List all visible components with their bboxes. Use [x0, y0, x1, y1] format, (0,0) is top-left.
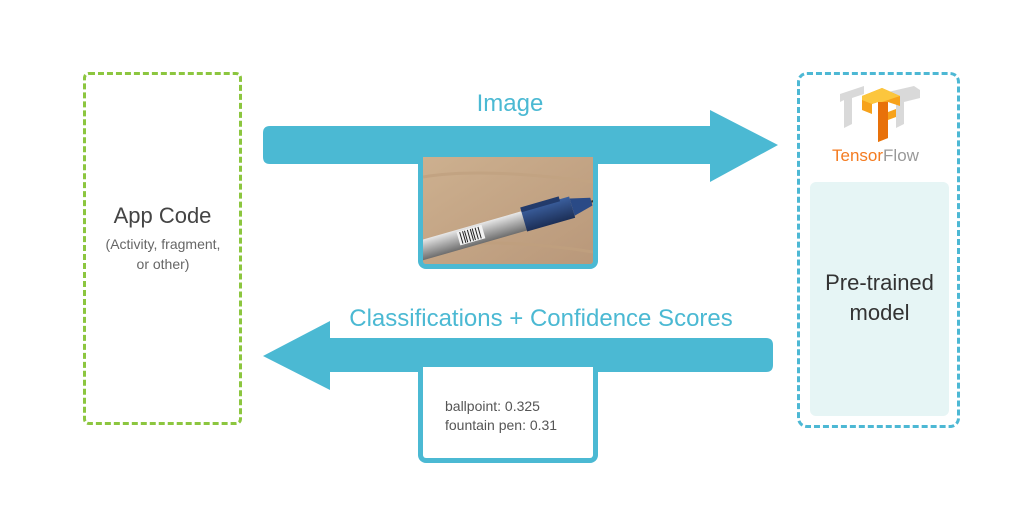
pen-photo [423, 157, 593, 264]
result-fountain-pen: fountain pen: 0.31 [445, 417, 558, 433]
image-arrow [263, 110, 778, 182]
app-code-title: App Code [113, 203, 212, 228]
pretrained-model-line1: Pre-trained [825, 270, 934, 295]
app-code-subtitle: (Activity, fragment, or other) [88, 234, 238, 274]
input-image-frame [418, 157, 598, 269]
tensorflow-wordmark-part1: Tensor [832, 146, 884, 165]
app-code-subtitle-line1: (Activity, fragment, [105, 236, 221, 252]
tensorflow-logo-icon [840, 86, 920, 142]
classification-arrow [263, 321, 773, 390]
pretrained-model-card [810, 182, 949, 416]
classification-results-frame: ballpoint: 0.325 fountain pen: 0.31 [418, 367, 598, 463]
pretrained-model-label: Pre-trained model [810, 268, 949, 328]
tensorflow-box [797, 72, 960, 428]
tensorflow-wordmark-part2: Flow [883, 146, 919, 165]
result-ballpoint: ballpoint: 0.325 [445, 398, 540, 414]
image-arrow-label: Image [476, 90, 544, 117]
app-code-box [83, 72, 242, 425]
app-code-subtitle-line2: or other) [136, 256, 190, 272]
classification-arrow-label: Classifications + Confidence Scores [349, 305, 733, 332]
pretrained-model-line2: model [849, 300, 910, 325]
tensorflow-wordmark: TensorFlow [832, 146, 919, 166]
